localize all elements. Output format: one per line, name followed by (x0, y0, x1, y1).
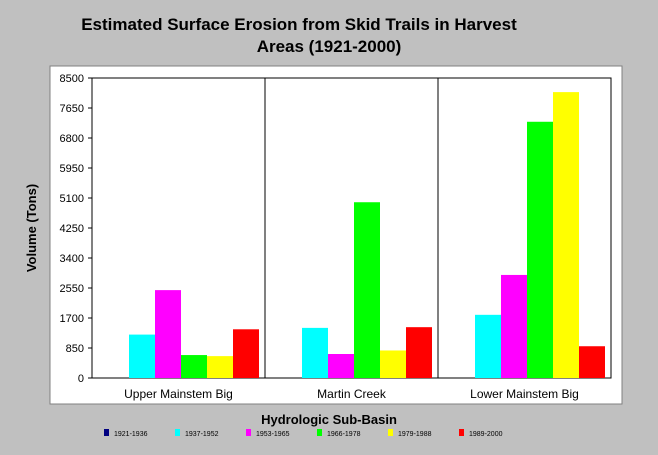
legend-label: 1953-1965 (256, 431, 290, 438)
bar-1966-1978-upper-mainstem-big (181, 355, 207, 378)
bar-1979-1988-martin-creek (380, 350, 406, 378)
bar-1953-1965-upper-mainstem-big (155, 290, 181, 378)
y-tick-label: 4250 (60, 223, 84, 235)
bar-1937-1952-lower-mainstem-big (475, 314, 501, 378)
bar-1989-2000-lower-mainstem-big (579, 346, 605, 378)
bar-1989-2000-martin-creek (406, 327, 432, 378)
y-tick-label: 850 (66, 343, 84, 355)
bar-1937-1952-upper-mainstem-big (129, 334, 155, 378)
y-tick-label: 2550 (60, 283, 84, 295)
legend-swatch (388, 429, 393, 436)
bar-1966-1978-martin-creek (354, 202, 380, 378)
chart-title-line-1: Estimated Surface Erosion from Skid Trai… (81, 15, 517, 34)
y-tick-label: 5950 (60, 163, 84, 175)
bar-1979-1988-lower-mainstem-big (553, 92, 579, 378)
legend-label: 1979-1988 (398, 431, 432, 438)
bar-1937-1952-martin-creek (302, 327, 328, 378)
legend-swatch (246, 429, 251, 436)
category-label: Martin Creek (317, 387, 387, 401)
chart-title-line-2: Areas (1921-2000) (257, 37, 402, 56)
y-tick-label: 3400 (60, 253, 84, 265)
category-labels-group: Upper Mainstem Big Martin Creek Lower Main… (124, 387, 579, 401)
category-label: Upper Mainstem Big (124, 387, 233, 401)
bar-1966-1978-lower-mainstem-big (527, 121, 553, 378)
legend-swatch (175, 429, 180, 436)
bars-group (129, 78, 605, 378)
legend-label: 1989-2000 (469, 431, 503, 438)
y-tick-label: 7650 (60, 103, 84, 115)
legend-swatch (104, 429, 109, 436)
y-tick-label: 5100 (60, 193, 84, 205)
legend-label: 1937-1952 (185, 431, 219, 438)
y-tick-label: 0 (78, 373, 84, 385)
bar-1979-1988-upper-mainstem-big (207, 356, 233, 378)
y-tick-label: 8500 (60, 73, 84, 85)
y-axis-title: Volume (Tons) (24, 184, 39, 272)
x-axis-title: Hydrologic Sub-Basin (261, 412, 397, 427)
legend: 1921-1936 1937-1952 1953-1965 1966-1978 1979… (104, 429, 503, 438)
legend-label: 1966-1978 (327, 431, 361, 438)
legend-label: 1921-1936 (114, 431, 148, 438)
category-label: Lower Mainstem Big (470, 387, 579, 401)
y-tick-label: 6800 (60, 133, 84, 145)
legend-swatch (317, 429, 322, 436)
y-tick-label: 1700 (60, 313, 84, 325)
bar-1953-1965-martin-creek (328, 354, 354, 378)
bar-1953-1965-lower-mainstem-big (501, 274, 527, 378)
y-ticks-group: 0 850 1700 2550 3400 4250 5100 5950 6800 7650 8500 (60, 73, 92, 385)
bar-1989-2000-upper-mainstem-big (233, 329, 259, 378)
legend-swatch (459, 429, 464, 436)
